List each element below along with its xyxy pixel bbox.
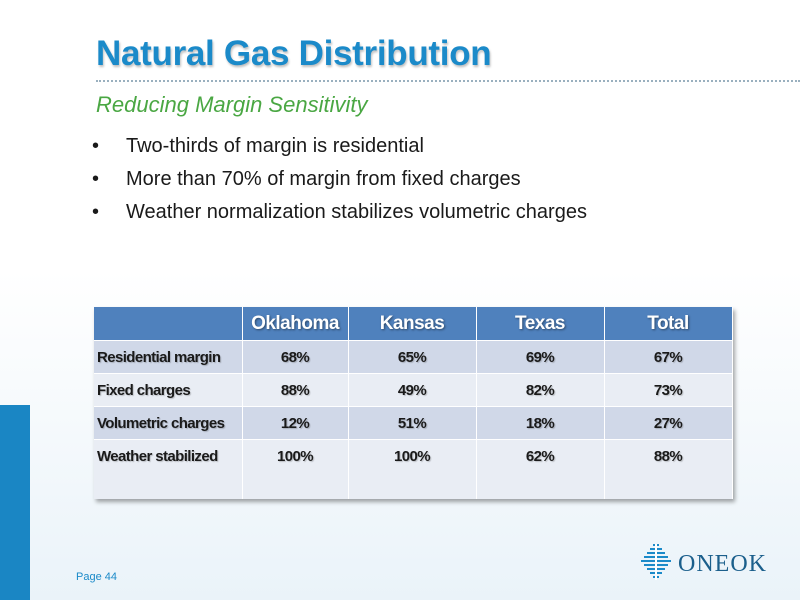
header-cell-total: Total	[604, 307, 733, 341]
table-cell: 100%	[242, 439, 349, 499]
row-label: Weather stabilized	[94, 439, 243, 499]
row-label: Fixed charges	[94, 373, 243, 407]
bullet-text: More than 70% of margin from fixed charg…	[126, 168, 521, 190]
bullet-text: Two-thirds of margin is residential	[126, 135, 424, 157]
header-cell-blank	[94, 307, 243, 341]
left-accent-bar	[0, 405, 30, 600]
bullet-text: Weather normalization stabilizes volumet…	[126, 201, 587, 223]
header-cell-kansas: Kansas	[348, 307, 477, 341]
company-logo: ONEOK	[640, 543, 770, 585]
table-cell: 27%	[604, 406, 733, 440]
table-row: Fixed charges 88% 49% 82% 73%	[94, 373, 733, 407]
margin-table: Oklahoma Kansas Texas Total Residential …	[94, 307, 733, 499]
table-cell: 88%	[242, 373, 349, 407]
header-cell-texas: Texas	[476, 307, 605, 341]
table-row: Residential margin 68% 65% 69% 67%	[94, 340, 733, 374]
table-cell: 49%	[348, 373, 477, 407]
table-cell: 51%	[348, 406, 477, 440]
table-cell: 69%	[476, 340, 605, 374]
table-cell: 88%	[604, 439, 733, 499]
bullet-list: • Two-thirds of margin is residential • Mo…	[92, 130, 587, 229]
bullet-dot: •	[92, 168, 100, 190]
table-cell: 62%	[476, 439, 605, 499]
table-cell: 65%	[348, 340, 477, 374]
row-label: Volumetric charges	[94, 406, 243, 440]
bullet-item: • More than 70% of margin from fixed char…	[92, 163, 587, 196]
title-divider	[96, 80, 800, 82]
table-cell: 12%	[242, 406, 349, 440]
table-cell: 82%	[476, 373, 605, 407]
table-header-row: Oklahoma Kansas Texas Total	[94, 307, 733, 341]
table-row: Volumetric charges 12% 51% 18% 27%	[94, 406, 733, 440]
table-cell: 73%	[604, 373, 733, 407]
slide-title: Natural Gas Distribution	[96, 34, 492, 73]
page-number: Page 44	[76, 571, 117, 583]
bullet-item: • Weather normalization stabilizes volume…	[92, 196, 587, 229]
table-cell: 68%	[242, 340, 349, 374]
slide-subtitle: Reducing Margin Sensitivity	[96, 92, 368, 117]
row-label: Residential margin	[94, 340, 243, 374]
table-row: Weather stabilized 100% 100% 62% 88%	[94, 439, 733, 499]
bullet-dot: •	[92, 135, 100, 157]
table-cell: 100%	[348, 439, 477, 499]
table-cell: 67%	[604, 340, 733, 374]
bullet-item: • Two-thirds of margin is residential	[92, 130, 587, 163]
oneok-logo-icon	[640, 543, 672, 585]
bullet-dot: •	[92, 201, 100, 223]
table-cell: 18%	[476, 406, 605, 440]
logo-wordmark: ONEOK	[678, 550, 767, 577]
header-cell-oklahoma: Oklahoma	[242, 307, 349, 341]
